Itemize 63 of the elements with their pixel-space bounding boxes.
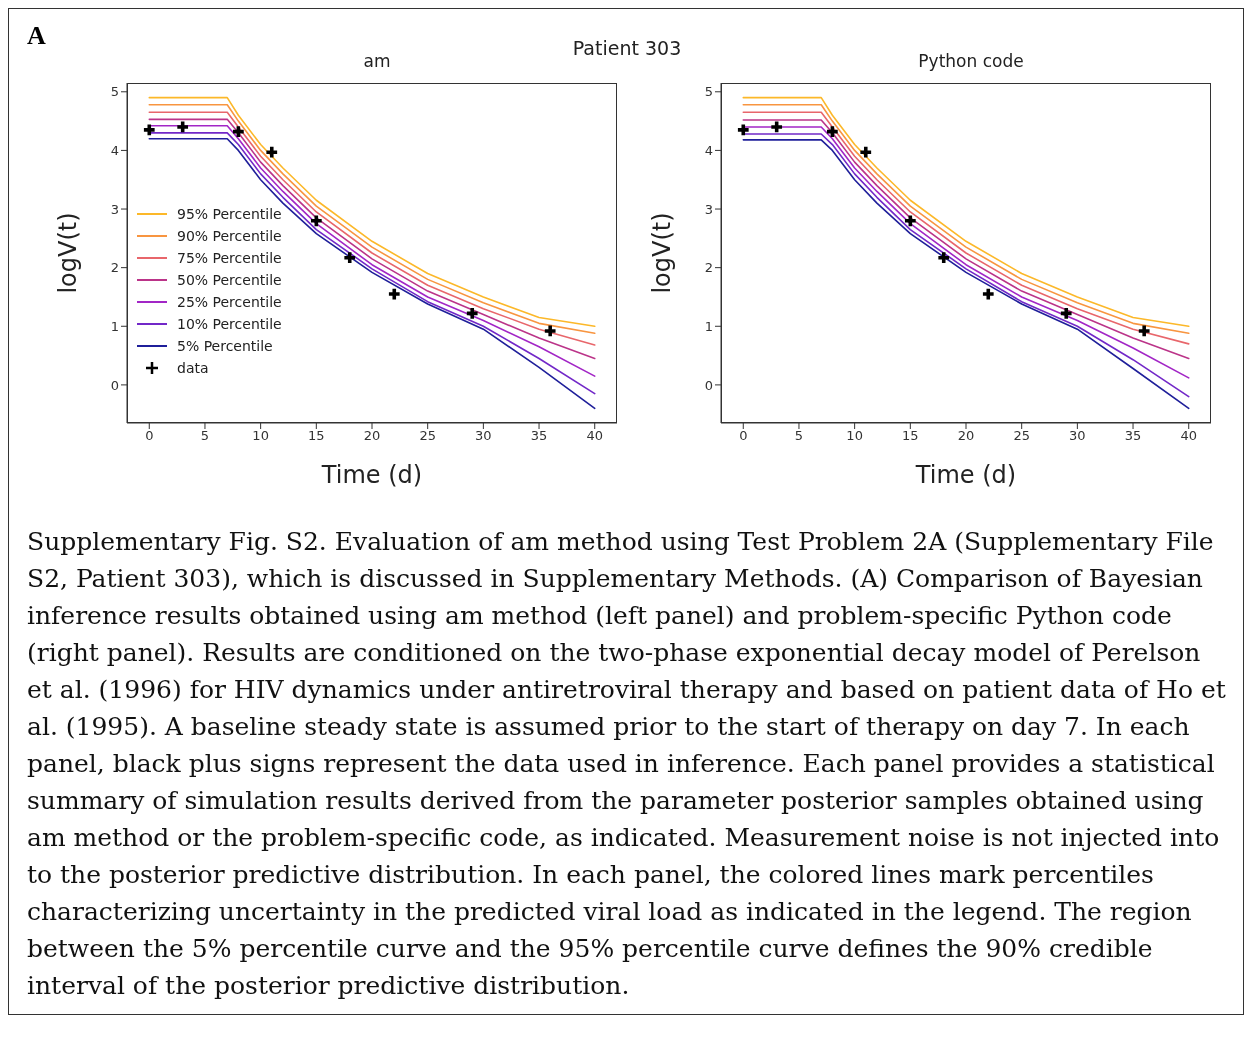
y-tick-label: 0 (704, 377, 713, 393)
legend-label: data (177, 359, 209, 378)
x-tick-label: 20 (363, 428, 381, 444)
x-tick-label: 5 (200, 428, 210, 444)
y-tick-label: 1 (704, 318, 713, 334)
y-tick-label: 5 (110, 84, 119, 100)
legend-label: 5% Percentile (177, 337, 273, 356)
x-tick-label: 30 (1069, 428, 1086, 444)
y-tick-label: 4 (110, 143, 119, 159)
x-tick-label: 25 (419, 428, 436, 444)
y-tick-label: 3 (110, 201, 119, 217)
y-tick-label: 2 (704, 260, 713, 276)
x-tick-label: 10 (252, 428, 269, 444)
legend-label: 25% Percentile (177, 293, 282, 312)
point (177, 121, 189, 133)
text: Patient 303 (572, 37, 682, 59)
text: Supplementary Fig. S2. Evaluation of am method using Test Problem 2A (Supplementary File S2, Patient 303), which is discussed in Supplementary Methods. (A) Comparison of Bayesian inference results obtained using am method (left panel) and problem-specific Python code (right panel). Results are conditioned on the two-phase exponential decay model of Perelson et al. (1996) for HIV dynamics under antiretroviral therapy and based on patient data of Ho et al. (1995). A baseline steady state is assumed prior to the start of therapy on day 7. In each panel, black plus signs represent the data used in inference. Each panel provides a statistical summary of simulation results derived from the parameter posterior samples obtained using am method or the problem-specific code, as indicated. Measurement noise is not injected into to the posterior predictive distribution. In each panel, the colored lines mark percentiles characterizing uncertainty in the predicted viral load as indicated in the legend. The region between the 5% percentile curve and the 95% percentile curve defines the 90% credible interval of the posterior predictive distribution. (27, 527, 1226, 1000)
x-tick-label: 0 (145, 428, 154, 444)
y-tick-label: 0 (110, 377, 119, 393)
chart-title: am (363, 51, 391, 71)
point (466, 308, 478, 319)
x-tick-label: 15 (308, 428, 325, 444)
point (982, 288, 994, 300)
point (143, 124, 155, 136)
legend-label: 90% Percentile (177, 227, 282, 246)
x-tick-label: 0 (739, 428, 748, 444)
x-tick-label: 35 (530, 428, 548, 444)
x-axis-title: Time (d) (914, 461, 1017, 489)
y-axis-title: logV(t) (647, 212, 676, 294)
legend-label: 75% Percentile (177, 249, 282, 268)
point (266, 146, 278, 158)
chart-title: Python code (918, 51, 1024, 71)
point (544, 325, 556, 337)
x-tick-label: 5 (794, 428, 804, 444)
legend-label: 10% Percentile (177, 315, 282, 334)
point (310, 215, 322, 227)
x-axis-title: Time (d) (320, 461, 423, 489)
y-tick-label: 3 (704, 201, 713, 217)
y-axis-title: logV(t) (53, 212, 82, 294)
point (1138, 325, 1150, 337)
x-tick-label: 20 (957, 428, 975, 444)
y-tick-label: 2 (110, 260, 119, 276)
y-tick-label: 5 (704, 84, 713, 100)
point (771, 121, 783, 133)
legend-label: 50% Percentile (177, 271, 282, 290)
y-tick-label: 1 (110, 318, 119, 334)
y-tick-label: 4 (704, 143, 713, 159)
x-tick-label: 10 (846, 428, 863, 444)
point (860, 146, 872, 158)
point (904, 215, 916, 227)
x-tick-label: 25 (1013, 428, 1030, 444)
x-tick-label: 40 (1180, 428, 1197, 444)
point (344, 252, 356, 264)
point (938, 252, 950, 264)
point (1060, 308, 1072, 319)
x-tick-label: 15 (902, 428, 919, 444)
point (737, 124, 749, 136)
x-tick-label: 40 (586, 428, 603, 444)
point (388, 288, 400, 300)
x-tick-label: 35 (1124, 428, 1142, 444)
x-tick-label: 30 (475, 428, 492, 444)
text: A (27, 21, 46, 50)
legend-label: 95% Percentile (177, 205, 282, 224)
